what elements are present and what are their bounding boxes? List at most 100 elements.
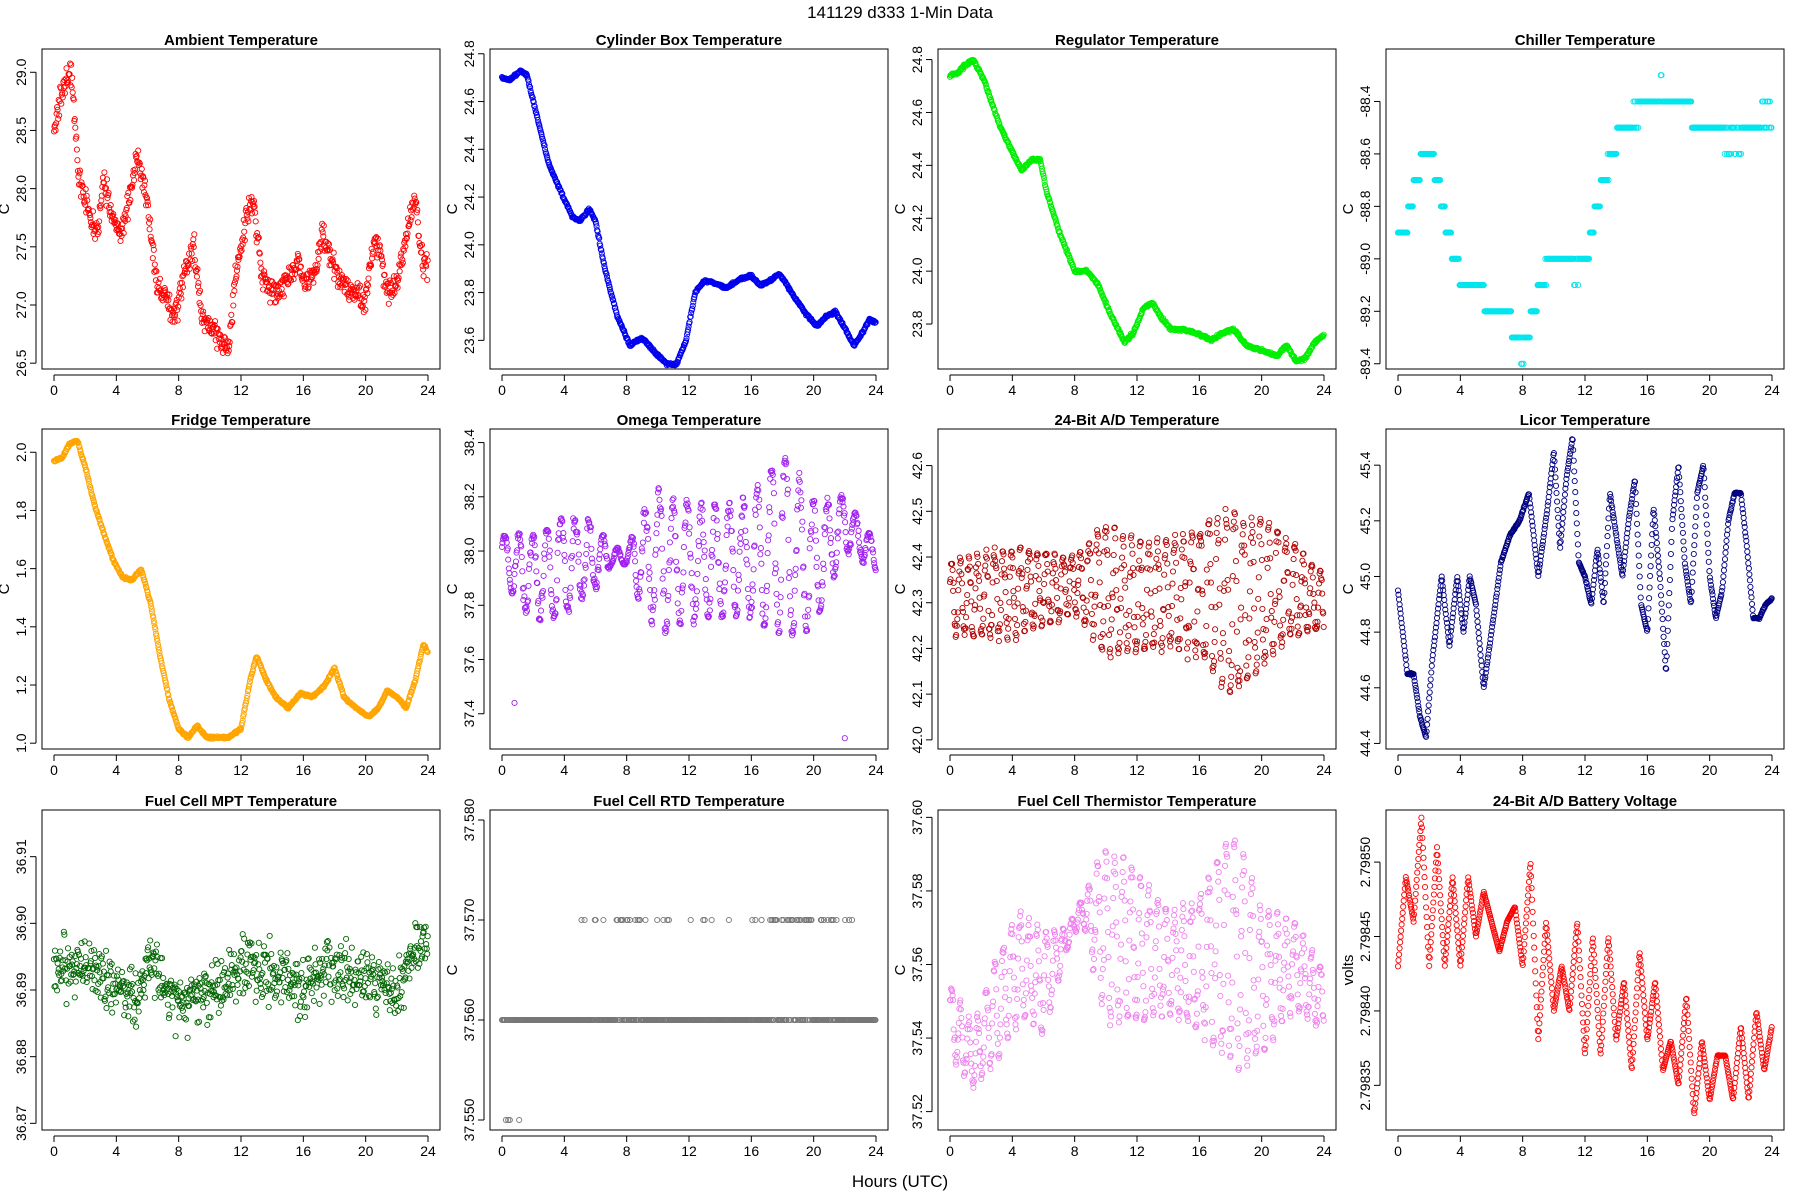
data-point bbox=[411, 192, 418, 199]
plot-frame bbox=[41, 48, 441, 370]
data-point bbox=[855, 532, 862, 539]
data-point bbox=[1047, 199, 1054, 206]
data-point bbox=[114, 220, 121, 227]
data-point bbox=[1197, 531, 1204, 538]
data-point bbox=[621, 327, 628, 334]
data-point bbox=[1768, 124, 1775, 131]
data-point bbox=[413, 199, 420, 206]
data-point bbox=[1091, 603, 1098, 610]
data-point bbox=[1247, 534, 1255, 541]
x-tick-label: 20 bbox=[358, 382, 374, 398]
data-point bbox=[171, 318, 178, 325]
data-point bbox=[687, 554, 694, 561]
data-point bbox=[1272, 549, 1279, 556]
data-point bbox=[1259, 636, 1266, 643]
data-point bbox=[1259, 605, 1266, 612]
data-point bbox=[1130, 328, 1138, 335]
data-point bbox=[371, 235, 378, 242]
data-point bbox=[537, 607, 545, 614]
data-point bbox=[982, 81, 989, 88]
x-tick-label: 16 bbox=[296, 762, 312, 778]
data-point bbox=[1307, 585, 1314, 592]
data-point bbox=[1173, 559, 1180, 566]
data-point bbox=[152, 267, 159, 274]
data-point bbox=[1277, 622, 1284, 629]
data-point bbox=[122, 213, 129, 220]
y-tick-label: -88.4 bbox=[1357, 85, 1373, 117]
data-point bbox=[1239, 531, 1246, 538]
data-point bbox=[1237, 616, 1244, 623]
data-point bbox=[1108, 616, 1115, 623]
data-point bbox=[749, 581, 756, 588]
data-point bbox=[693, 588, 700, 595]
data-point bbox=[525, 77, 532, 84]
data-point bbox=[52, 127, 59, 134]
data-point bbox=[1071, 586, 1078, 594]
data-point bbox=[1116, 629, 1124, 636]
data-point bbox=[997, 606, 1004, 614]
data-point bbox=[95, 228, 102, 235]
data-point bbox=[675, 355, 682, 362]
data-point bbox=[263, 279, 270, 286]
data-point bbox=[420, 266, 427, 273]
data-point bbox=[199, 311, 206, 318]
data-point bbox=[420, 273, 427, 280]
data-point bbox=[1276, 593, 1283, 600]
data-point bbox=[297, 263, 304, 270]
x-tick-label: 20 bbox=[1702, 382, 1718, 398]
data-point bbox=[820, 560, 827, 567]
data-point bbox=[1035, 576, 1042, 583]
data-point bbox=[611, 301, 618, 308]
data-point bbox=[1058, 571, 1065, 578]
data-point bbox=[1040, 172, 1047, 179]
data-point bbox=[820, 566, 827, 573]
data-point bbox=[1184, 656, 1191, 663]
data-point bbox=[1252, 644, 1259, 651]
data-point bbox=[742, 538, 749, 545]
data-point bbox=[813, 563, 820, 570]
data-point bbox=[147, 216, 154, 223]
data-point bbox=[297, 263, 304, 271]
data-point bbox=[208, 330, 216, 337]
data-point bbox=[562, 586, 569, 594]
data-point bbox=[146, 219, 153, 226]
data-point bbox=[75, 173, 82, 180]
data-point bbox=[610, 297, 617, 304]
data-point bbox=[689, 584, 696, 591]
data-point bbox=[974, 553, 981, 560]
data-point bbox=[1148, 608, 1155, 615]
y-tick-label: 38.0 bbox=[461, 537, 477, 564]
data-point bbox=[1226, 648, 1233, 655]
data-point bbox=[339, 274, 346, 281]
data-point bbox=[1146, 539, 1153, 546]
data-point bbox=[842, 529, 849, 536]
data-point bbox=[652, 551, 659, 558]
data-point bbox=[1221, 580, 1228, 587]
data-point bbox=[709, 553, 716, 560]
data-point bbox=[362, 306, 369, 313]
data-point bbox=[86, 212, 93, 219]
data-point bbox=[1305, 350, 1312, 357]
y-tick-label: 27.5 bbox=[13, 233, 29, 260]
data-point bbox=[605, 279, 612, 286]
data-point bbox=[166, 291, 173, 298]
data-point bbox=[1134, 613, 1141, 620]
data-point bbox=[175, 303, 182, 310]
data-point bbox=[310, 279, 317, 286]
data-point bbox=[686, 530, 693, 537]
data-point bbox=[670, 495, 677, 502]
data-point bbox=[594, 228, 601, 235]
data-point bbox=[1533, 308, 1540, 315]
x-tick-label: 12 bbox=[681, 762, 697, 778]
data-point bbox=[633, 577, 640, 584]
data-point bbox=[230, 281, 237, 288]
data-point bbox=[251, 203, 258, 210]
data-point bbox=[1108, 626, 1115, 633]
data-point bbox=[325, 241, 333, 248]
data-point bbox=[1261, 660, 1268, 667]
y-tick-label: 24.8 bbox=[461, 40, 477, 67]
x-tick-label: 24 bbox=[420, 382, 436, 398]
data-point bbox=[1216, 601, 1223, 608]
